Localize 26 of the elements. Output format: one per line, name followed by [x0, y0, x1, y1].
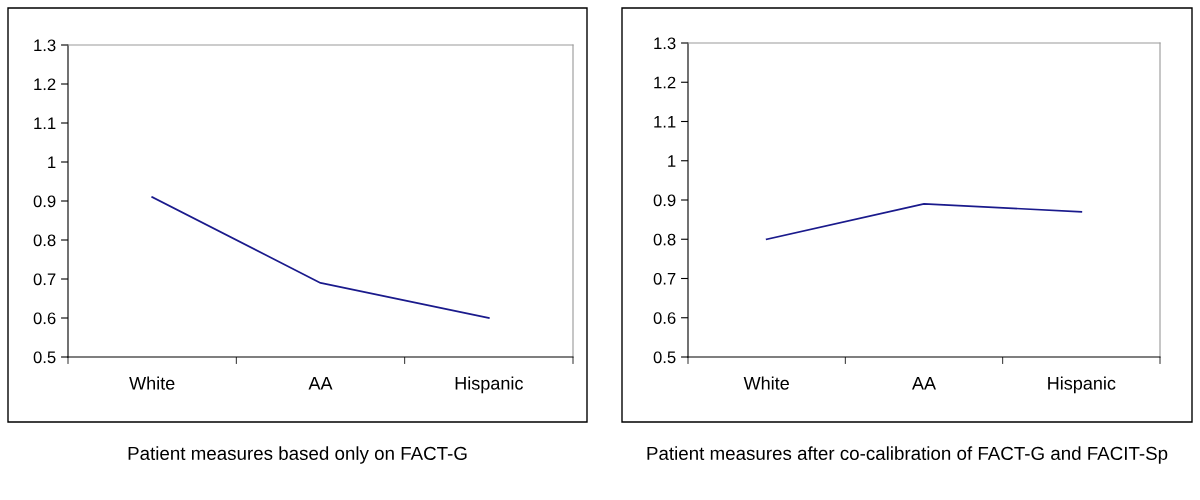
text: Patient measures after co-calibration of FACT-G and FACIT-Sp: [647, 446, 1168, 464]
y-tick-label: 0.8: [653, 233, 676, 246]
y-tick-label: 0.6: [33, 312, 56, 325]
text: Patient measures based only on FACT-G: [128, 446, 467, 464]
y-tick-label: 0.7: [33, 273, 56, 286]
x-tick-label: AA: [911, 377, 937, 390]
x-tick-label: White: [743, 376, 789, 390]
y-tick-label: 0.5: [653, 351, 676, 364]
y-tick-label: 0.9: [33, 195, 56, 208]
y-tick-label: 1.3: [654, 37, 676, 50]
y-tick-label: 0.7: [653, 272, 676, 285]
y-tick-label: 1.2: [34, 78, 56, 91]
y-tick-label: 0.6: [653, 312, 676, 324]
x-tick-label: Hispanic: [1048, 376, 1116, 394]
y-tick-label: 1.1: [34, 117, 56, 130]
y-tick-label: 1.1: [654, 116, 676, 128]
x-tick-label: White: [129, 376, 175, 390]
y-tick-label: 1.3: [34, 39, 56, 52]
y-tick-label: 1.2: [654, 76, 676, 89]
x-tick-label: Hispanic: [455, 376, 523, 394]
y-tick-label: 1: [48, 156, 56, 169]
x-tick-label: AA: [308, 377, 333, 390]
y-tick-label: 0.9: [653, 194, 676, 207]
y-tick-label: 0.8: [33, 234, 56, 247]
y-tick-label: 1: [668, 155, 676, 167]
y-tick-label: 0.5: [33, 351, 56, 364]
